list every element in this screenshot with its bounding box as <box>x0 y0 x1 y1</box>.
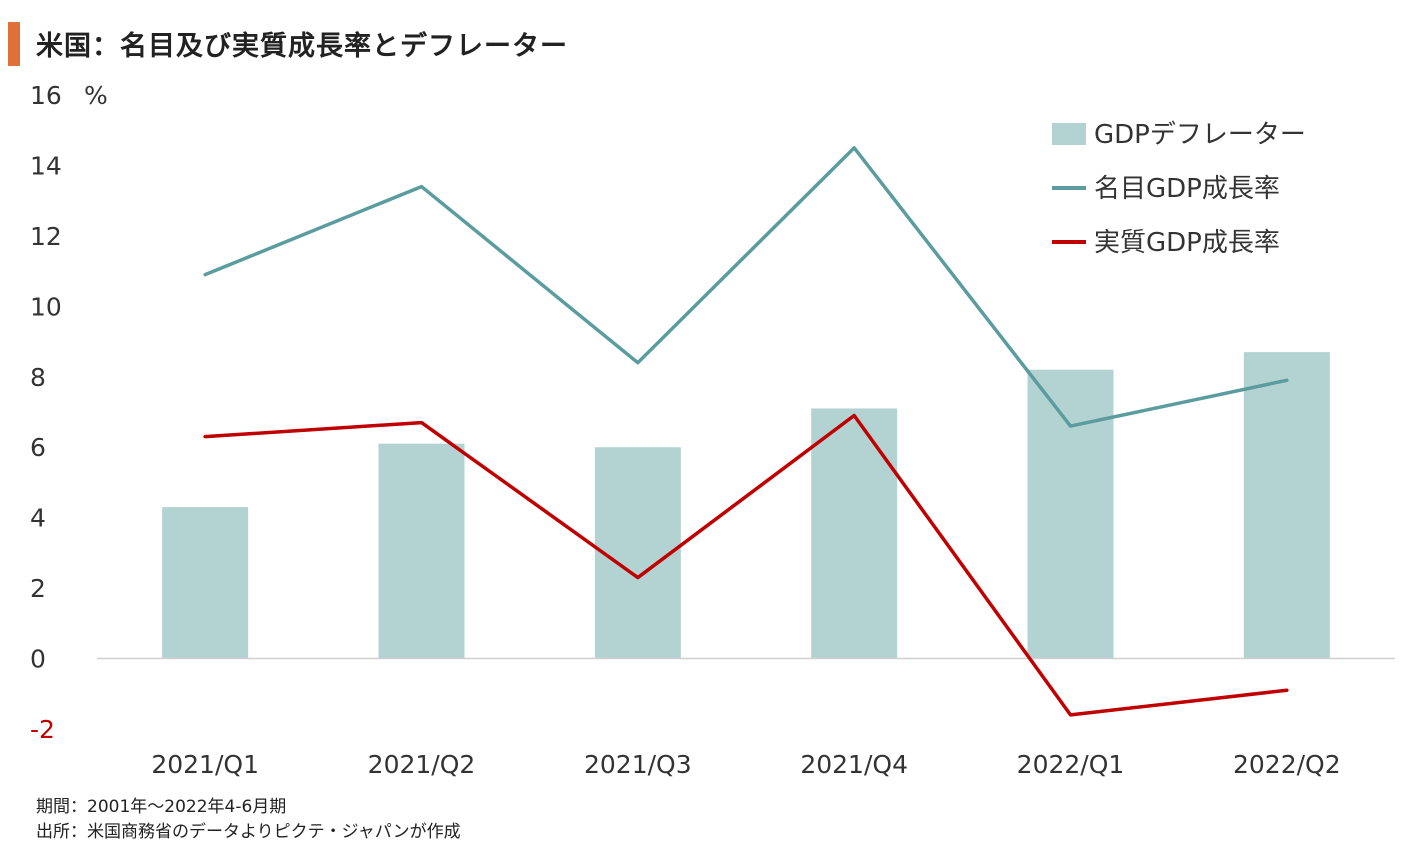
title-accent-bar <box>8 22 20 66</box>
y-unit-label: % <box>84 81 108 110</box>
legend-label: GDPデフレーター <box>1094 120 1306 150</box>
y-tick-label: 2 <box>30 574 46 603</box>
y-tick-label: 14 <box>30 151 62 180</box>
legend-label: 実質GDP成長率 <box>1094 228 1280 258</box>
y-tick-label: -2 <box>30 715 55 744</box>
period-note: 期間：2001年～2022年4-6月期 <box>36 797 287 817</box>
x-tick-label: 2021/Q2 <box>368 750 476 779</box>
legend-label: 名目GDP成長率 <box>1094 174 1280 204</box>
deflator-bar-4 <box>811 408 898 659</box>
x-axis-ticks: 2021/Q1 2021/Q2 2021/Q3 2021/Q4 2022/Q1 2022/… <box>151 750 1340 779</box>
deflator-bar-2 <box>378 443 465 659</box>
y-tick-label: 6 <box>30 433 46 462</box>
real-growth-line <box>203 413 1289 717</box>
deflator-bar-6 <box>1243 352 1330 659</box>
source-note: 出所：米国商務省のデータよりピクテ・ジャパンが作成 <box>36 822 461 842</box>
legend-item-nominal: 名目GDP成長率 <box>1052 174 1280 204</box>
x-tick-label: 2022/Q2 <box>1233 750 1341 779</box>
y-tick-label: 12 <box>30 222 62 251</box>
deflator-bar-5 <box>1027 369 1114 659</box>
y-tick-label: 4 <box>30 504 46 533</box>
y-tick-label: 16 <box>30 81 62 110</box>
y-axis-ticks: 16 14 12 10 8 6 4 2 0 -2 <box>30 81 62 744</box>
x-tick-label: 2021/Q4 <box>800 750 908 779</box>
x-tick-label: 2021/Q1 <box>151 750 259 779</box>
chart-title: 米国：名目及び実質成長率とデフレーター <box>36 31 568 62</box>
deflator-bar-1 <box>162 507 249 659</box>
x-tick-label: 2021/Q3 <box>584 750 692 779</box>
deflator-bars <box>162 352 1330 659</box>
legend-item-real: 実質GDP成長率 <box>1052 228 1280 258</box>
series-lines <box>203 146 1289 717</box>
legend-item-deflator: GDPデフレーター <box>1052 120 1306 150</box>
legend-swatch-bar <box>1052 123 1086 145</box>
nominal-growth-line <box>203 146 1289 428</box>
y-tick-label: 10 <box>30 292 62 321</box>
y-tick-label: 0 <box>30 645 46 674</box>
deflator-bar-3 <box>594 447 681 659</box>
y-tick-label: 8 <box>30 363 46 392</box>
x-tick-label: 2022/Q1 <box>1017 750 1125 779</box>
